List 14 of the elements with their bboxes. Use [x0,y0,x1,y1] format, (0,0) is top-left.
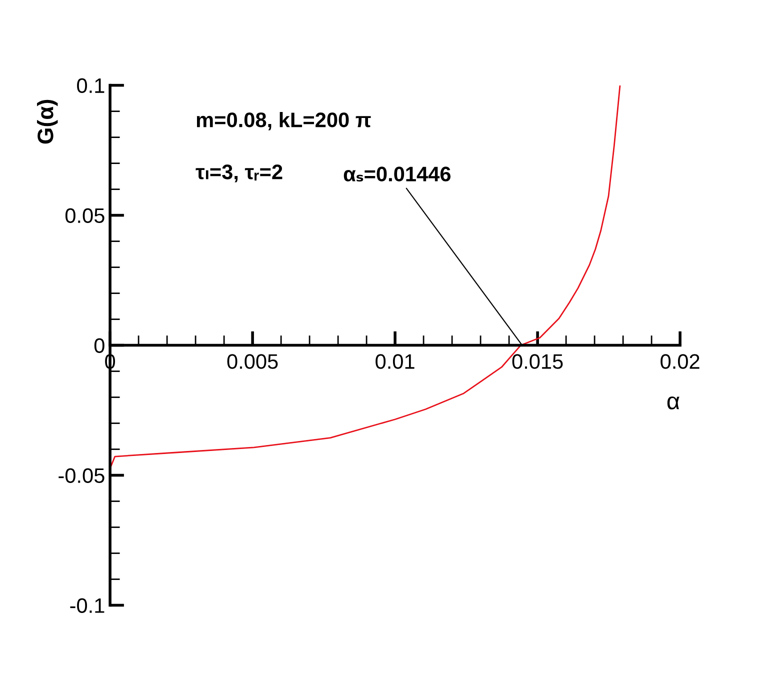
x-axis-title: α [667,396,680,410]
x-tick-label: 0.01 [376,354,414,369]
x-tick-label: 0.02 [660,354,700,369]
x-tick-label: 0.005 [227,354,278,369]
annotation: m=0.08, kL=200 π [196,112,371,130]
y-axis-title: G(α) [36,100,58,144]
x-tick-label: 0.015 [512,354,563,369]
y-tick-label: -0.1 [70,598,104,613]
annotation: τₗ=3, τᵣ=2 [196,164,282,182]
y-tick-label: 0.05 [65,208,104,224]
y-tick-label: 0.1 [77,78,104,94]
annotation: αₛ=0.01446 [344,166,451,182]
y-tick-label: 0 [94,338,104,354]
y-tick-label: -0.05 [58,468,104,484]
